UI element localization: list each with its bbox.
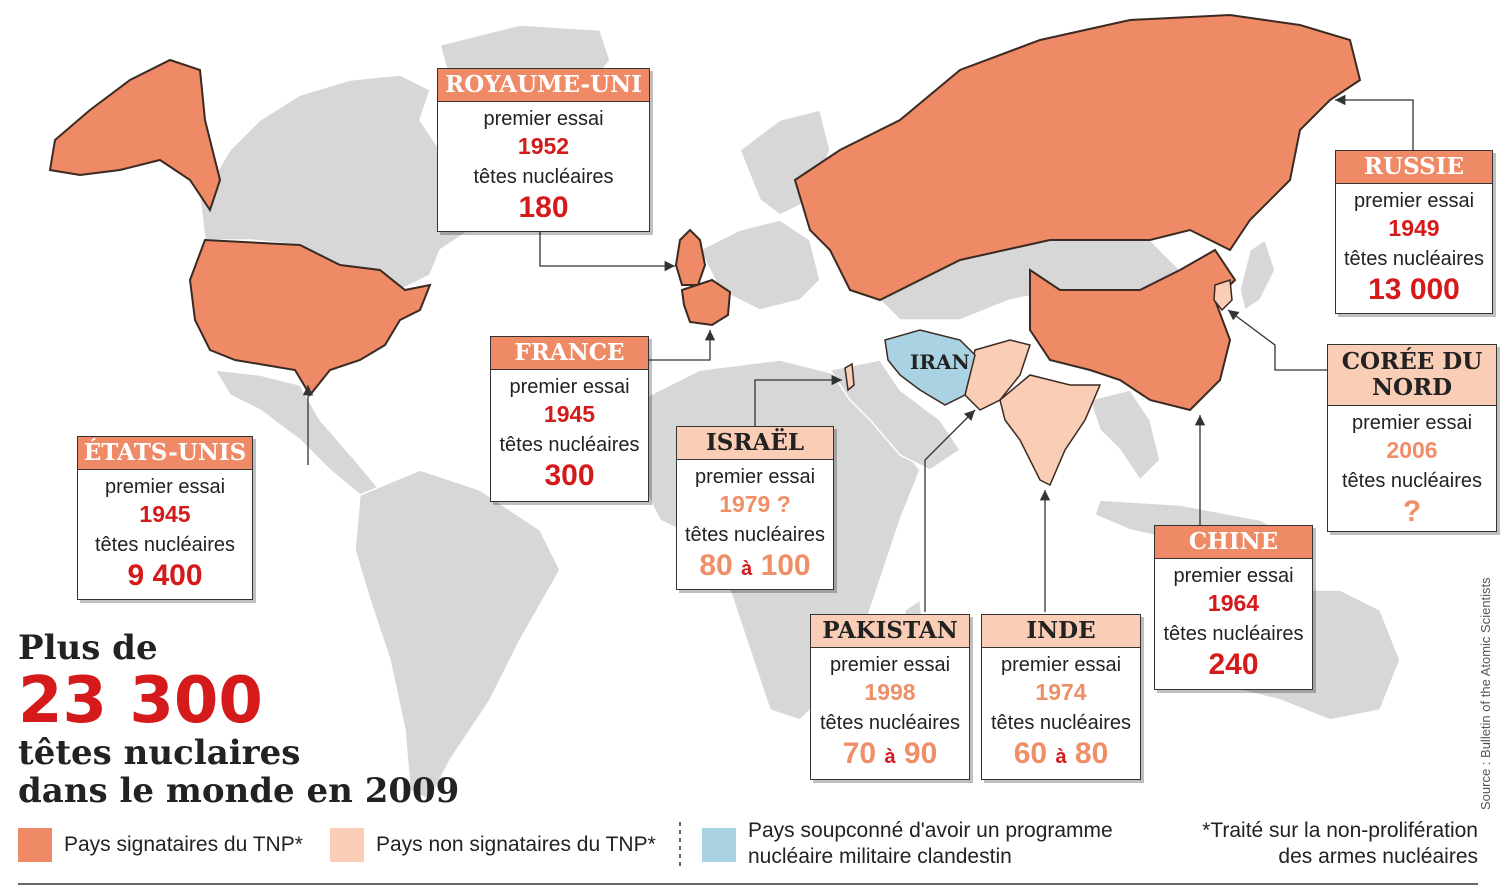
- warheads-max: 100: [760, 549, 811, 582]
- usa-shape: [188, 238, 432, 397]
- callout-title: PAKISTAN: [811, 615, 969, 648]
- first-test-label: premier essai: [1000, 654, 1122, 676]
- warheads-sep: à: [884, 746, 896, 768]
- france-shape: [680, 278, 732, 327]
- uk-shape: [674, 228, 707, 286]
- warheads-label: têtes nucléaires: [819, 712, 961, 734]
- north-korea-shape: [1213, 278, 1233, 312]
- callout-chine: CHINE premier essai 1964 têtes nucléaire…: [1154, 525, 1313, 690]
- france-connector: [648, 330, 716, 361]
- legend-footnote: *Traité sur la non-prolifération des arm…: [1202, 819, 1478, 868]
- callout-etats-unis: ÉTATS-UNIS premier essai 1945 têtes nucl…: [77, 436, 253, 600]
- pakistan-connector: [924, 409, 976, 612]
- headline-line4: dans le monde en 2009: [18, 771, 460, 811]
- first-test-label: premier essai: [1351, 412, 1473, 434]
- warheads-range: 70 à 90: [811, 736, 969, 775]
- first-test-year: 1979 ?: [719, 491, 791, 517]
- headline: Plus de 23 300 têtes nuclaires dans le m…: [18, 628, 459, 810]
- first-test-year: 1949: [1388, 215, 1440, 241]
- warheads-sep: à: [1055, 746, 1067, 768]
- callout-title: ISRAËL: [677, 427, 833, 460]
- russia-shape: [793, 13, 1362, 302]
- first-test-year: 1952: [517, 133, 570, 159]
- callout-title: ÉTATS-UNIS: [78, 437, 252, 470]
- warheads-label: têtes nucléaires: [990, 712, 1132, 734]
- india-shape: [999, 374, 1102, 487]
- first-test-label: premier essai: [829, 654, 951, 676]
- callout-russie: RUSSIE premier essai 1949 têtes nucléair…: [1335, 150, 1493, 314]
- first-test-year: 2006: [1386, 437, 1438, 463]
- russia-connector: [1335, 94, 1414, 150]
- warheads-min: 70: [842, 737, 877, 770]
- warheads-max: 80: [1074, 737, 1109, 770]
- callout-pakistan: PAKISTAN premier essai 1998 têtes nucléa…: [810, 614, 970, 780]
- japan-landmass: [1239, 238, 1276, 312]
- warheads-count: ?: [1402, 495, 1422, 528]
- first-test-year: 1945: [543, 401, 596, 427]
- legend-label-non-tnp: Pays non signataires du TNP*: [376, 833, 656, 856]
- headline-line1: Plus de: [18, 628, 158, 668]
- first-test-label: premier essai: [694, 466, 816, 488]
- israel-shape: [844, 362, 855, 392]
- warheads-count: 9 400: [127, 559, 203, 592]
- headline-total: 23 300: [18, 664, 263, 738]
- israel-connector: [754, 374, 842, 428]
- pakistan-shape: [964, 339, 1031, 411]
- first-test-year: 1974: [1035, 679, 1087, 705]
- warheads-sep: à: [741, 558, 753, 580]
- china-shape: [1029, 248, 1237, 412]
- callout-title: CORÉE DU NORD: [1328, 345, 1496, 406]
- warheads-range: 60 à 80: [982, 736, 1140, 775]
- nkorea-connector: [1227, 309, 1327, 371]
- callout-inde: INDE premier essai 1974 têtes nucléaires…: [981, 614, 1141, 780]
- legend-label-tnp: Pays signataires du TNP*: [64, 833, 303, 856]
- warheads-min: 60: [1013, 737, 1048, 770]
- callout-title: RUSSIE: [1336, 151, 1492, 184]
- first-test-label: premier essai: [483, 108, 604, 130]
- first-test-label: premier essai: [1173, 565, 1294, 587]
- source-credit: Source : Bulletin of the Atomic Scientis…: [1478, 577, 1493, 810]
- first-test-year: 1964: [1207, 590, 1260, 616]
- legend-swatch-tnp: [18, 828, 52, 862]
- legend-label-suspected: Pays soupconné d'avoir un programme nucl…: [748, 819, 1113, 868]
- warheads-label: têtes nucléaires: [499, 434, 640, 456]
- middle-east-landmass: [828, 359, 962, 471]
- warheads-label: têtes nucléaires: [1343, 248, 1485, 270]
- headline-line3: têtes nuclaires: [18, 733, 301, 773]
- warheads-count: 180: [518, 191, 569, 224]
- callout-coree-du-nord: CORÉE DU NORD premier essai 2006 têtes n…: [1327, 344, 1497, 532]
- warheads-max: 90: [903, 737, 938, 770]
- first-test-label: premier essai: [104, 476, 226, 498]
- warheads-count: 13 000: [1368, 273, 1460, 306]
- first-test-label: premier essai: [1353, 190, 1475, 212]
- first-test-year: 1998: [864, 679, 916, 705]
- south-america-landmass: [354, 469, 561, 802]
- legend-swatch-non-tnp: [330, 828, 364, 862]
- first-test-label: premier essai: [509, 376, 630, 398]
- warheads-label: têtes nucléaires: [684, 524, 826, 546]
- callout-title: ROYAUME-UNI: [438, 69, 649, 102]
- callout-france: FRANCE premier essai 1945 têtes nucléair…: [490, 336, 649, 502]
- first-test-year: 1945: [139, 501, 191, 527]
- iran-shape: [884, 329, 976, 406]
- warheads-label: têtes nucléaires: [1163, 623, 1304, 645]
- alaska-shape: [48, 58, 222, 213]
- warheads-label: têtes nucléaires: [1341, 470, 1483, 492]
- callout-israel: ISRAËL premier essai 1979 ? têtes nucléa…: [676, 426, 834, 590]
- callout-royaume-uni: ROYAUME-UNI premier essai 1952 têtes nuc…: [437, 68, 650, 232]
- warheads-min: 80: [699, 549, 733, 582]
- warheads-label: têtes nucléaires: [473, 166, 614, 188]
- warheads-label: têtes nucléaires: [94, 534, 236, 556]
- warheads-count: 240: [1208, 648, 1259, 681]
- callout-title: INDE: [982, 615, 1140, 648]
- warheads-count: 300: [544, 459, 595, 492]
- southeast-asia-landmass: [1089, 389, 1161, 482]
- legend-swatch-suspected: [702, 828, 736, 862]
- uk-connector: [539, 232, 675, 272]
- warheads-range: 80 à 100: [677, 548, 833, 587]
- callout-title: FRANCE: [491, 337, 648, 370]
- callout-title: CHINE: [1155, 526, 1312, 559]
- iran-label: IRAN: [910, 350, 970, 374]
